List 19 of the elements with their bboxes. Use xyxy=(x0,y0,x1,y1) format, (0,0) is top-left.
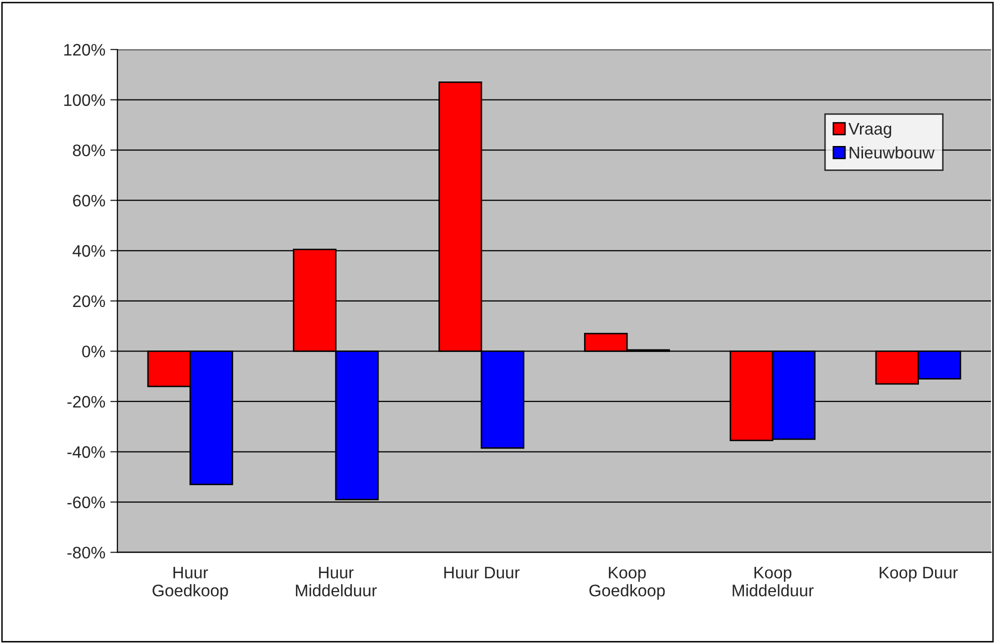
x-tick-label: Huur Goedkoop xyxy=(152,566,228,600)
y-tick-label: 120% xyxy=(64,44,106,56)
y-tick-label: 60% xyxy=(73,194,106,207)
x-tick-label: Huur Middelduur xyxy=(296,566,377,596)
legend-label: Vraag xyxy=(848,123,892,138)
y-tick-label: 20% xyxy=(73,295,106,308)
x-tick-label: Koop Goedkoop xyxy=(589,566,665,600)
y-tick-label: 0% xyxy=(82,346,106,358)
x-tick-label: Huur Duur xyxy=(444,566,520,578)
y-tick-label: 40% xyxy=(72,245,106,257)
x-tick-label: Koop Middelduur xyxy=(732,566,814,596)
y-tick-label: -60% xyxy=(67,496,106,508)
y-tick-label: -80% xyxy=(67,546,106,559)
y-tick-label: -20% xyxy=(67,396,106,408)
y-tick-label: 100% xyxy=(64,94,106,106)
y-tick-label: 80% xyxy=(72,144,106,156)
legend-label: Nieuwbouw xyxy=(850,146,935,159)
y-tick-label: -40% xyxy=(67,446,106,458)
x-tick-label: Koop Duur xyxy=(880,566,958,582)
